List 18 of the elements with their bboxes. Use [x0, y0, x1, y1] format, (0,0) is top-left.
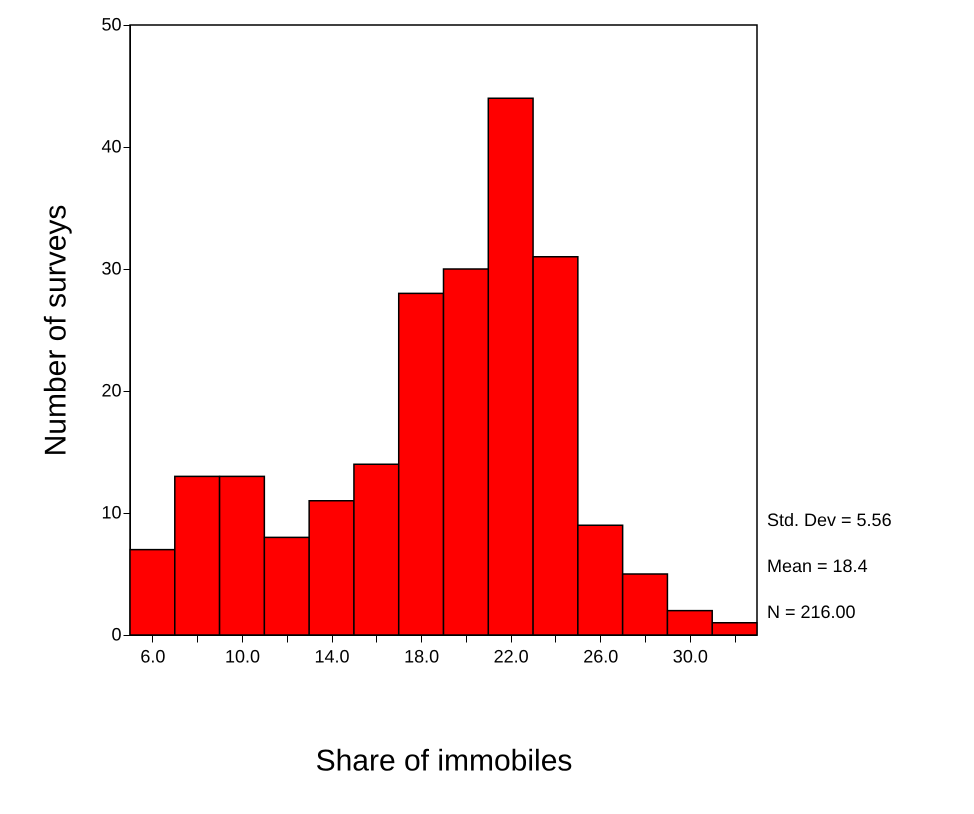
- x-tick-label: 10.0: [224, 646, 260, 666]
- y-tick-label: 50: [101, 14, 122, 34]
- x-tick-label: 14.0: [314, 646, 350, 666]
- text: N = 216.00: [767, 602, 856, 622]
- x-tick-label: 6.0: [140, 646, 166, 666]
- y-axis-title: Number of surveys: [39, 204, 72, 456]
- x-tick-label: 22.0: [494, 646, 529, 666]
- y-tick-label: 40: [101, 136, 122, 156]
- x-tick-label: 30.0: [672, 646, 708, 666]
- text: Std. Dev = 5.56: [767, 510, 892, 530]
- y-tick-label: 10: [101, 502, 122, 522]
- y-tick-label: 20: [101, 380, 122, 400]
- x-tick-label: 26.0: [583, 646, 618, 666]
- y-tick-label: 30: [101, 258, 122, 278]
- x-axis-title: Share of immobiles: [316, 744, 572, 778]
- text: Mean = 18.4: [767, 556, 868, 576]
- x-tick-label: 18.0: [404, 646, 440, 666]
- y-tick-label: 0: [111, 624, 122, 644]
